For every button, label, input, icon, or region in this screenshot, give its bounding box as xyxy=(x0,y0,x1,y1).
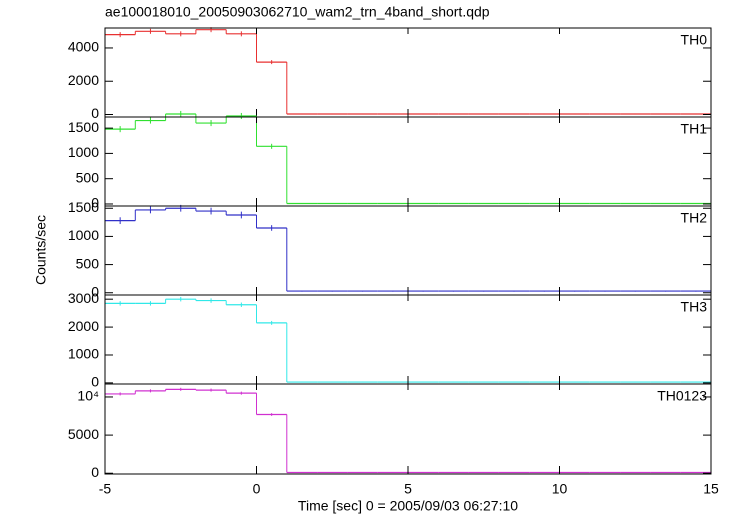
y-tick-label: 2000 xyxy=(68,72,99,88)
y-axis-label: Counts/sec xyxy=(33,215,49,285)
panel-label: TH0 xyxy=(681,32,708,48)
panel-label: TH2 xyxy=(681,210,708,226)
y-tick-label: 1000 xyxy=(68,144,99,160)
x-tick-label: 5 xyxy=(404,481,412,497)
x-axis-label: Time [sec] 0 = 2005/09/03 06:27:10 xyxy=(298,498,518,514)
panel-frame xyxy=(104,294,712,385)
panel-frame xyxy=(104,205,712,296)
y-tick-label: 0 xyxy=(91,374,99,390)
y-tick-label: 0 xyxy=(91,105,99,121)
y-tick-label: 3000 xyxy=(68,290,99,306)
panel-frame xyxy=(104,383,712,475)
y-tick-label: 0 xyxy=(91,195,99,211)
panel-label: TH0123 xyxy=(657,388,707,404)
panel-frame xyxy=(104,116,712,207)
x-tick-label: 0 xyxy=(253,481,261,497)
y-tick-label: 1500 xyxy=(68,119,99,135)
y-tick-label: 1000 xyxy=(68,227,99,243)
y-tick-label: 5000 xyxy=(68,426,99,442)
y-tick-label: 0 xyxy=(91,283,99,299)
panel-label: TH1 xyxy=(681,121,708,137)
y-tick-label: 1000 xyxy=(68,346,99,362)
y-tick-label: 4000 xyxy=(68,39,99,55)
panel-frame xyxy=(104,27,712,118)
x-tick-label: 10 xyxy=(552,481,568,497)
x-tick-label: 15 xyxy=(703,481,719,497)
y-tick-label: 500 xyxy=(76,169,100,185)
panel-label: TH3 xyxy=(681,299,708,315)
y-tick-label: 2000 xyxy=(68,318,99,334)
y-tick-label: 500 xyxy=(76,255,100,271)
x-tick-label: -5 xyxy=(99,481,112,497)
y-tick-label: 1500 xyxy=(68,199,99,215)
y-tick-label: 10⁴ xyxy=(77,388,99,404)
y-tick-label: 0 xyxy=(91,464,99,480)
chart-title: ae100018010_20050903062710_wam2_trn_4ban… xyxy=(105,4,490,20)
